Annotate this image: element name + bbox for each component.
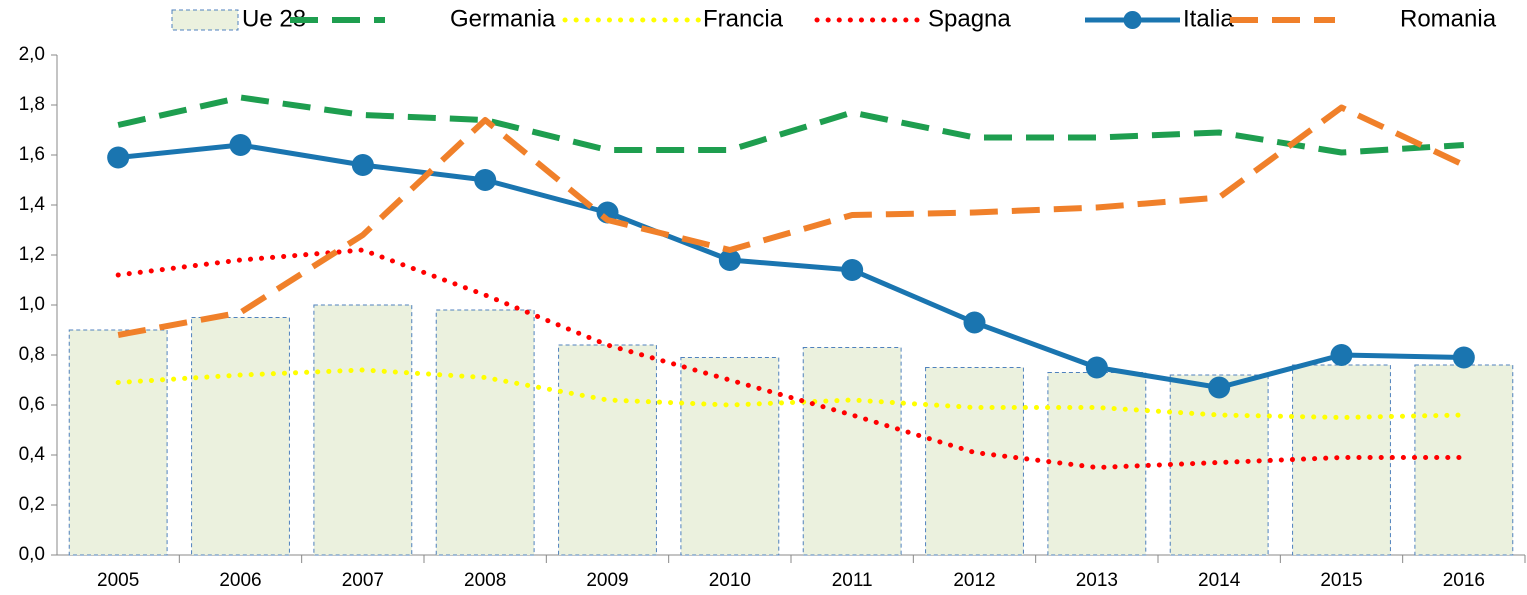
x-tick-label: 2007 xyxy=(342,570,384,591)
bar xyxy=(435,309,535,556)
marker xyxy=(107,146,130,169)
bar xyxy=(68,329,168,556)
bar xyxy=(1292,364,1391,556)
y-tick-label: 0,4 xyxy=(19,444,46,465)
bar xyxy=(802,347,902,556)
marker xyxy=(1085,356,1108,379)
marker xyxy=(841,259,864,281)
line xyxy=(115,247,1467,470)
x-tick-label: 2010 xyxy=(709,570,751,591)
line xyxy=(115,367,1467,420)
marker xyxy=(1330,344,1353,366)
y-tick-label: 1,0 xyxy=(19,294,45,315)
bar xyxy=(313,304,413,556)
legend-label: Francia xyxy=(703,5,784,32)
y-tick-label: 0,0 xyxy=(19,544,45,565)
bar xyxy=(1169,374,1269,556)
y-tick-label: 0,6 xyxy=(19,394,45,415)
marker xyxy=(474,169,497,191)
marker xyxy=(718,249,741,271)
y-tick-label: 1,2 xyxy=(19,244,45,265)
marker xyxy=(229,134,252,156)
legend-swatch xyxy=(171,9,239,31)
x-tick-label: 2013 xyxy=(1076,570,1118,591)
bar xyxy=(680,357,780,556)
marker xyxy=(963,311,986,334)
y-tick-label: 1,8 xyxy=(19,94,45,115)
x-tick-label: 2008 xyxy=(464,570,506,591)
bar xyxy=(1414,364,1514,556)
bar xyxy=(925,367,1024,556)
legend-label: Romania xyxy=(1400,5,1497,32)
line xyxy=(117,142,1464,390)
x-tick-label: 2015 xyxy=(1320,570,1362,591)
x-tick-label: 2014 xyxy=(1198,570,1241,591)
marker xyxy=(351,154,374,176)
bar xyxy=(191,317,290,556)
y-tick-label: 0,2 xyxy=(19,494,45,515)
bar xyxy=(1047,372,1147,556)
line xyxy=(117,94,1465,156)
x-tick-label: 2012 xyxy=(953,570,995,591)
y-tick-label: 0,8 xyxy=(19,344,45,365)
x-tick-label: 2009 xyxy=(586,570,628,591)
legend-marker xyxy=(1123,11,1142,29)
x-tick-label: 2011 xyxy=(832,570,873,591)
marker xyxy=(1208,376,1231,399)
line xyxy=(117,104,1466,338)
y-tick-label: 2,0 xyxy=(19,44,45,65)
legend-label: Spagna xyxy=(928,5,1011,32)
x-tick-label: 2005 xyxy=(97,570,139,591)
x-tick-label: 2006 xyxy=(219,570,261,591)
marker xyxy=(1452,346,1475,369)
y-tick-label: 1,6 xyxy=(19,144,45,165)
legend-label: Italia xyxy=(1183,5,1234,32)
y-tick-label: 1,4 xyxy=(19,194,46,215)
legend-label: Germania xyxy=(450,5,556,32)
x-tick-label: 2016 xyxy=(1443,570,1485,591)
bar xyxy=(558,344,657,556)
